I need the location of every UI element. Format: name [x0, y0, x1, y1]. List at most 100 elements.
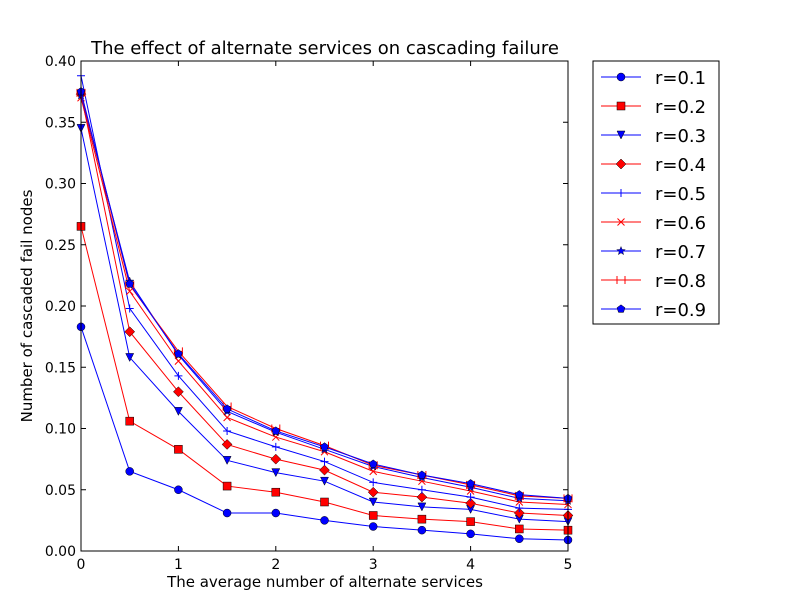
data-point — [320, 442, 329, 451]
legend-entry: r=0.4 — [601, 155, 706, 176]
data-point — [465, 497, 476, 509]
x-axis: 0 1 2 3 4 5 — [77, 61, 573, 573]
data-point — [174, 485, 183, 494]
data-point — [320, 476, 329, 486]
legend-marker — [615, 158, 627, 170]
series-r-0-2 — [76, 222, 573, 535]
data-point — [368, 497, 378, 507]
plot-series — [75, 71, 574, 545]
data-point — [173, 407, 183, 416]
data-point — [466, 493, 475, 502]
x-axis-label: The average number of alternate services — [166, 573, 483, 591]
data-point — [369, 478, 378, 487]
data-point — [270, 453, 282, 465]
y-tick-label: 0.35 — [45, 115, 76, 131]
data-point — [513, 507, 525, 519]
data-point — [271, 468, 281, 478]
legend-marker — [616, 130, 626, 140]
legend-entry: r=0.2 — [601, 97, 706, 118]
data-point — [416, 491, 428, 503]
series-r-0-8 — [76, 88, 573, 503]
data-point — [174, 357, 183, 365]
data-point — [417, 470, 427, 479]
x-tick-label: 4 — [466, 557, 475, 573]
data-point — [222, 481, 232, 491]
data-point — [223, 426, 232, 435]
data-point — [466, 529, 475, 539]
legend-entry: r=0.7 — [601, 242, 706, 263]
data-point — [222, 404, 232, 413]
x-tick-label: 3 — [369, 557, 378, 573]
y-tick-label: 0.00 — [45, 544, 76, 560]
legend-entry: r=0.6 — [601, 213, 706, 234]
legend-marker — [616, 101, 626, 111]
series-r-0-5 — [77, 71, 572, 514]
data-point — [124, 326, 136, 338]
legend-marker — [616, 245, 626, 256]
series-r-0-6 — [77, 93, 572, 509]
legend-label: r=0.3 — [655, 126, 706, 147]
series-line — [80, 91, 569, 499]
series-r-0-1 — [76, 322, 573, 545]
data-point — [466, 479, 475, 488]
data-point — [515, 534, 524, 543]
data-point — [368, 511, 378, 520]
data-point — [368, 522, 378, 531]
data-point — [271, 442, 280, 451]
x-tick-label: 1 — [174, 557, 183, 573]
data-point — [222, 456, 232, 465]
legend: r=0.1 r=0.2 r=0.3 r=0.4 r=0.5 r=0.6 r=0.7 r=0.8… — [592, 60, 720, 325]
legend-label: r=0.8 — [655, 271, 706, 292]
data-point — [417, 514, 427, 524]
legend-label: r=0.9 — [655, 300, 706, 321]
data-point — [174, 349, 183, 358]
data-point — [174, 371, 183, 380]
legend-label: r=0.7 — [655, 242, 706, 263]
legend-label: r=0.1 — [655, 68, 706, 89]
x-tick-label: 2 — [271, 557, 280, 573]
data-point — [515, 498, 524, 506]
data-point — [223, 413, 231, 422]
y-tick-label: 0.20 — [45, 299, 76, 315]
data-point — [221, 439, 233, 450]
data-point — [125, 416, 134, 426]
data-point — [515, 490, 524, 499]
data-point — [417, 502, 427, 512]
data-point — [368, 459, 378, 468]
legend-label: r=0.2 — [655, 97, 706, 118]
y-axis: 0.00 0.05 0.10 0.15 0.20 0.25 0.30 0.35 0.40 — [45, 54, 568, 560]
chart-title: The effect of alternate services on casc… — [90, 38, 559, 59]
legend-marker — [617, 189, 625, 197]
data-point — [271, 487, 281, 497]
data-point — [271, 426, 281, 435]
legend-marker — [616, 304, 626, 313]
y-tick-label: 0.15 — [45, 360, 76, 376]
y-tick-label: 0.40 — [45, 54, 76, 70]
legend-marker — [616, 72, 626, 82]
y-tick-label: 0.25 — [45, 238, 76, 254]
legend-entry: r=0.3 — [601, 126, 706, 147]
series-line — [80, 92, 569, 499]
data-point — [515, 504, 524, 513]
y-axis-label: Number of cascaded fail nodes — [18, 189, 36, 422]
data-point — [125, 304, 134, 313]
data-point — [222, 508, 232, 518]
data-point — [417, 525, 427, 535]
data-point — [515, 524, 524, 534]
series-r-0-9 — [76, 87, 573, 502]
legend-label: r=0.4 — [655, 155, 706, 176]
data-point — [319, 464, 330, 476]
data-point — [466, 487, 475, 495]
data-point — [125, 353, 135, 363]
series-r-0-4 — [75, 88, 574, 521]
data-point — [367, 486, 379, 498]
y-tick-label: 0.05 — [45, 483, 76, 499]
legend-entry: r=0.8 — [601, 271, 706, 292]
x-tick-label: 5 — [564, 557, 573, 573]
data-point — [125, 467, 134, 476]
legend-entry: r=0.1 — [601, 68, 706, 89]
series-line — [80, 95, 569, 502]
data-point — [418, 477, 426, 486]
series-r-0-3 — [76, 124, 573, 527]
